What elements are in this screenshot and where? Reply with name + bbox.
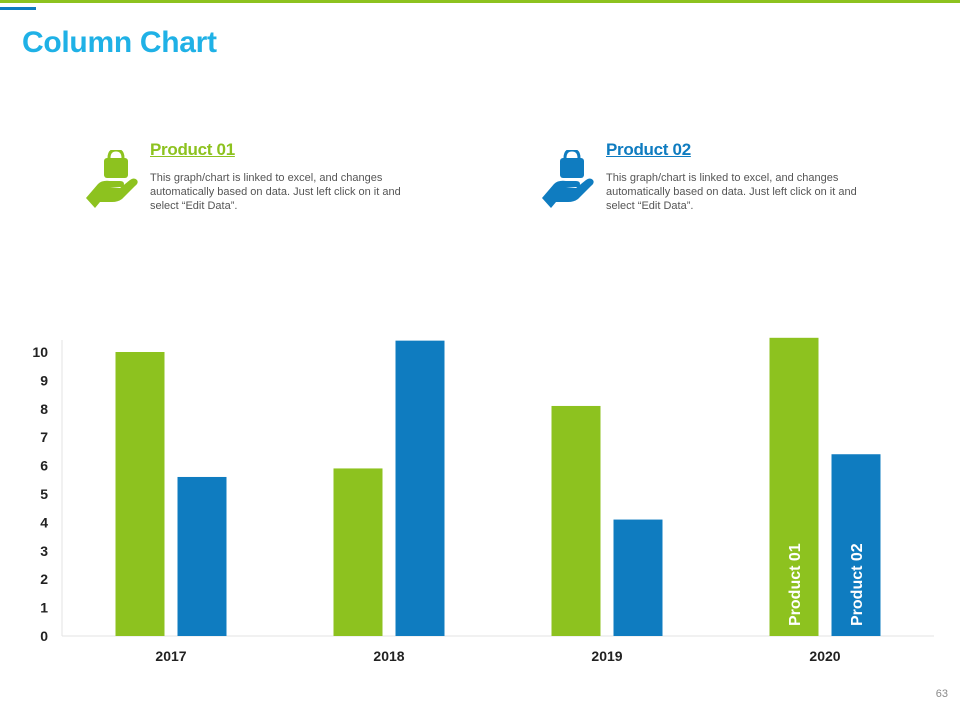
bar-product-02-2019 bbox=[613, 519, 663, 636]
y-tick-label: 3 bbox=[40, 543, 48, 559]
column-chart: 0 1 2 3 4 5 6 7 8 9 10 2017 2018 2019 Product 01 Produc… bbox=[32, 337, 934, 664]
y-tick-label: 5 bbox=[40, 486, 48, 502]
page-title: Column Chart bbox=[22, 26, 217, 59]
bar-inline-label: Product 01 bbox=[787, 543, 804, 626]
bar-product-02-2020 bbox=[831, 454, 881, 636]
x-tick-label: 2020 bbox=[809, 648, 840, 664]
y-tick-label: 8 bbox=[40, 401, 48, 417]
y-tick-label: 6 bbox=[40, 458, 48, 474]
x-tick-label: 2019 bbox=[591, 648, 622, 664]
y-tick-label: 4 bbox=[40, 514, 48, 530]
legend-card-product-01: Product 01 This graph/chart is linked to… bbox=[80, 140, 401, 220]
y-tick-label: 0 bbox=[40, 628, 48, 644]
bar-product-01-2018 bbox=[333, 468, 383, 636]
bar-product-02-2017 bbox=[177, 476, 227, 636]
bar-product-02-2018 bbox=[395, 340, 445, 636]
top-rule bbox=[0, 0, 960, 3]
top-accent-bar bbox=[0, 7, 36, 10]
legend-title-product-02: Product 02 bbox=[606, 140, 691, 159]
legend-description-product-01: This graph/chart is linked to excel, and… bbox=[150, 172, 401, 212]
legend-title-product-01: Product 01 bbox=[150, 140, 235, 159]
y-tick-label: 10 bbox=[32, 344, 48, 360]
y-tick-label: 7 bbox=[40, 429, 48, 445]
legend-description-product-02: This graph/chart is linked to excel, and… bbox=[606, 172, 857, 212]
x-tick-label: 2017 bbox=[155, 648, 186, 664]
y-tick-label: 2 bbox=[40, 571, 48, 587]
x-tick-label: 2018 bbox=[373, 648, 404, 664]
y-tick-label: 1 bbox=[40, 600, 48, 616]
hand-holding-bag-icon bbox=[86, 150, 138, 208]
legend-card-product-02: Product 02 This graph/chart is linked to… bbox=[536, 140, 857, 220]
hand-holding-bag-icon bbox=[542, 150, 594, 208]
bar-inline-label: Product 02 bbox=[849, 543, 866, 626]
bar-product-01-2020 bbox=[769, 337, 819, 636]
page-number: 63 bbox=[935, 688, 948, 700]
bar-product-01-2019 bbox=[551, 405, 601, 636]
bar-product-01-2017 bbox=[115, 352, 165, 636]
y-tick-label: 9 bbox=[40, 372, 48, 388]
